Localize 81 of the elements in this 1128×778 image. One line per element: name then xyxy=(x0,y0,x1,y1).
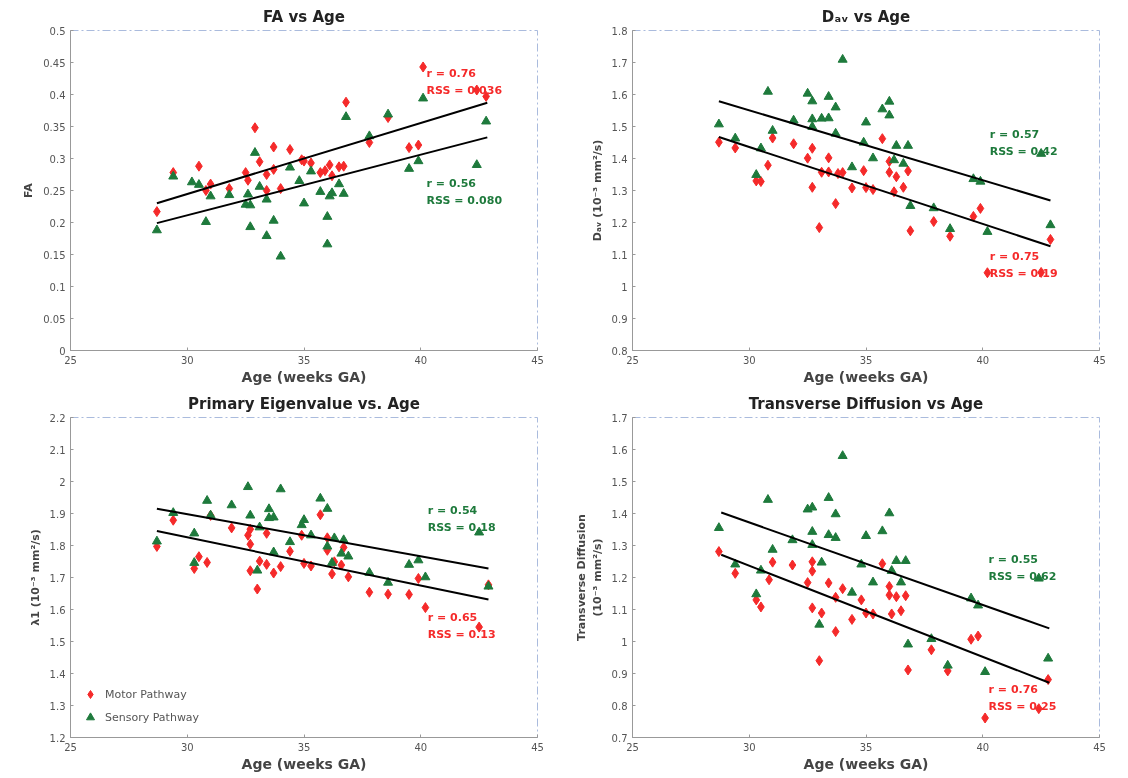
x-tick-label: 40 xyxy=(414,741,428,753)
y-tick-label: 1.6 xyxy=(49,604,66,616)
y-tick-label: 0.4 xyxy=(49,89,66,101)
y-tick-label: 1 xyxy=(621,636,628,648)
y-tick-label: 1.5 xyxy=(49,636,66,648)
x-tick-label: 35 xyxy=(859,741,873,753)
y-tick-label: 1.7 xyxy=(611,412,628,424)
x-tick-label: 25 xyxy=(64,741,77,753)
x-tick-label: 25 xyxy=(626,354,639,366)
y-tick-label: 0.35 xyxy=(43,121,66,133)
y-tick-label: 1.8 xyxy=(611,25,628,37)
y-tick-label: 0.25 xyxy=(43,185,66,197)
x-tick-label: 30 xyxy=(742,741,756,753)
y-tick-label: 0.9 xyxy=(611,668,628,680)
y-tick-label: 0.8 xyxy=(611,700,628,712)
y-tick-label: 1.2 xyxy=(49,732,66,744)
y-tick-label: 1.7 xyxy=(611,57,628,69)
y-tick-label: 1.4 xyxy=(611,153,628,165)
chart-title: Transverse Diffusion vs Age xyxy=(748,394,984,413)
y-tick-label: 1.8 xyxy=(49,540,66,552)
y-tick-label: 0.3 xyxy=(49,153,66,165)
y-tick-label: 1.9 xyxy=(49,508,66,520)
x-axis-title: Age (weeks GA) xyxy=(241,755,367,772)
y-tick-label: 0.7 xyxy=(611,732,628,744)
y-tick-label: 1.5 xyxy=(611,476,628,488)
x-tick-label: 35 xyxy=(297,354,311,366)
y-tick-label: 1 xyxy=(621,281,628,293)
y-tick-label: 0 xyxy=(59,345,66,357)
x-tick-label: 45 xyxy=(1093,354,1106,366)
y-tick-label: 0.2 xyxy=(49,217,66,229)
y-tick-label: 0.15 xyxy=(43,249,66,261)
y-tick-label: 0.45 xyxy=(43,57,66,69)
y-tick-label: 1.4 xyxy=(49,668,66,680)
x-tick-label: 45 xyxy=(531,354,544,366)
y-tick-label: 2.1 xyxy=(49,444,66,456)
y-tick-label: 1.3 xyxy=(611,540,628,552)
x-tick-label: 25 xyxy=(64,354,77,366)
annotation: r = 0.54 RSS = 0.18 xyxy=(427,503,496,534)
x-axis-title: Age (weeks GA) xyxy=(241,368,367,385)
y-tick-label: 1.2 xyxy=(611,572,628,584)
x-tick-label: 35 xyxy=(859,354,873,366)
annotation: r = 0.65 RSS = 0.13 xyxy=(427,611,496,641)
chart-title: FA vs Age xyxy=(263,7,345,26)
y-tick-label: 1.2 xyxy=(611,217,628,229)
y-tick-label: 1.1 xyxy=(611,604,628,616)
chart-title: Primary Eigenvalue vs. Age xyxy=(188,394,420,413)
y-tick-label: 0.9 xyxy=(611,313,628,325)
legend-label: Sensory Pathway xyxy=(105,710,200,724)
y-tick-label: 1.6 xyxy=(611,89,628,101)
x-tick-label: 45 xyxy=(1093,741,1106,753)
x-tick-label: 40 xyxy=(976,741,990,753)
x-axis-title: Age (weeks GA) xyxy=(803,755,929,772)
y-tick-label: 1.7 xyxy=(49,572,66,584)
y-tick-label: 1.1 xyxy=(611,249,628,261)
y-tick-label: 1.6 xyxy=(611,444,628,456)
y-tick-label: 0.5 xyxy=(49,25,66,37)
legend-label: Motor Pathway xyxy=(105,687,187,701)
annotation: r = 0.56 RSS = 0.080 xyxy=(426,177,503,208)
x-tick-label: 45 xyxy=(531,741,544,753)
x-tick-label: 30 xyxy=(180,354,194,366)
x-tick-label: 30 xyxy=(180,741,194,753)
x-tick-label: 30 xyxy=(742,354,756,366)
y-axis-title: λ1 (10⁻³ mm²/s) xyxy=(28,529,42,626)
y-axis-title: Transverse Diffusion (10⁻³ mm²/s) xyxy=(575,514,604,641)
x-axis-title: Age (weeks GA) xyxy=(803,368,929,385)
y-tick-label: 0.1 xyxy=(49,281,66,293)
y-tick-label: 0.05 xyxy=(43,313,66,325)
y-tick-label: 2 xyxy=(59,476,66,488)
y-tick-label: 1.5 xyxy=(611,121,628,133)
x-tick-label: 40 xyxy=(976,354,990,366)
y-tick-label: 1.4 xyxy=(611,508,628,520)
chart-title: Dₐᵥ vs Age xyxy=(821,7,911,26)
y-tick-label: 2.2 xyxy=(49,412,66,424)
y-axis-title: FA xyxy=(22,182,36,198)
y-tick-label: 1.3 xyxy=(611,185,628,197)
x-tick-label: 25 xyxy=(626,741,639,753)
y-tick-label: 0.8 xyxy=(611,345,628,357)
y-axis-title: Dₐᵥ (10⁻³ mm²/s) xyxy=(590,139,604,242)
x-tick-label: 40 xyxy=(414,354,428,366)
x-tick-label: 35 xyxy=(297,741,311,753)
y-tick-label: 1.3 xyxy=(49,700,66,712)
